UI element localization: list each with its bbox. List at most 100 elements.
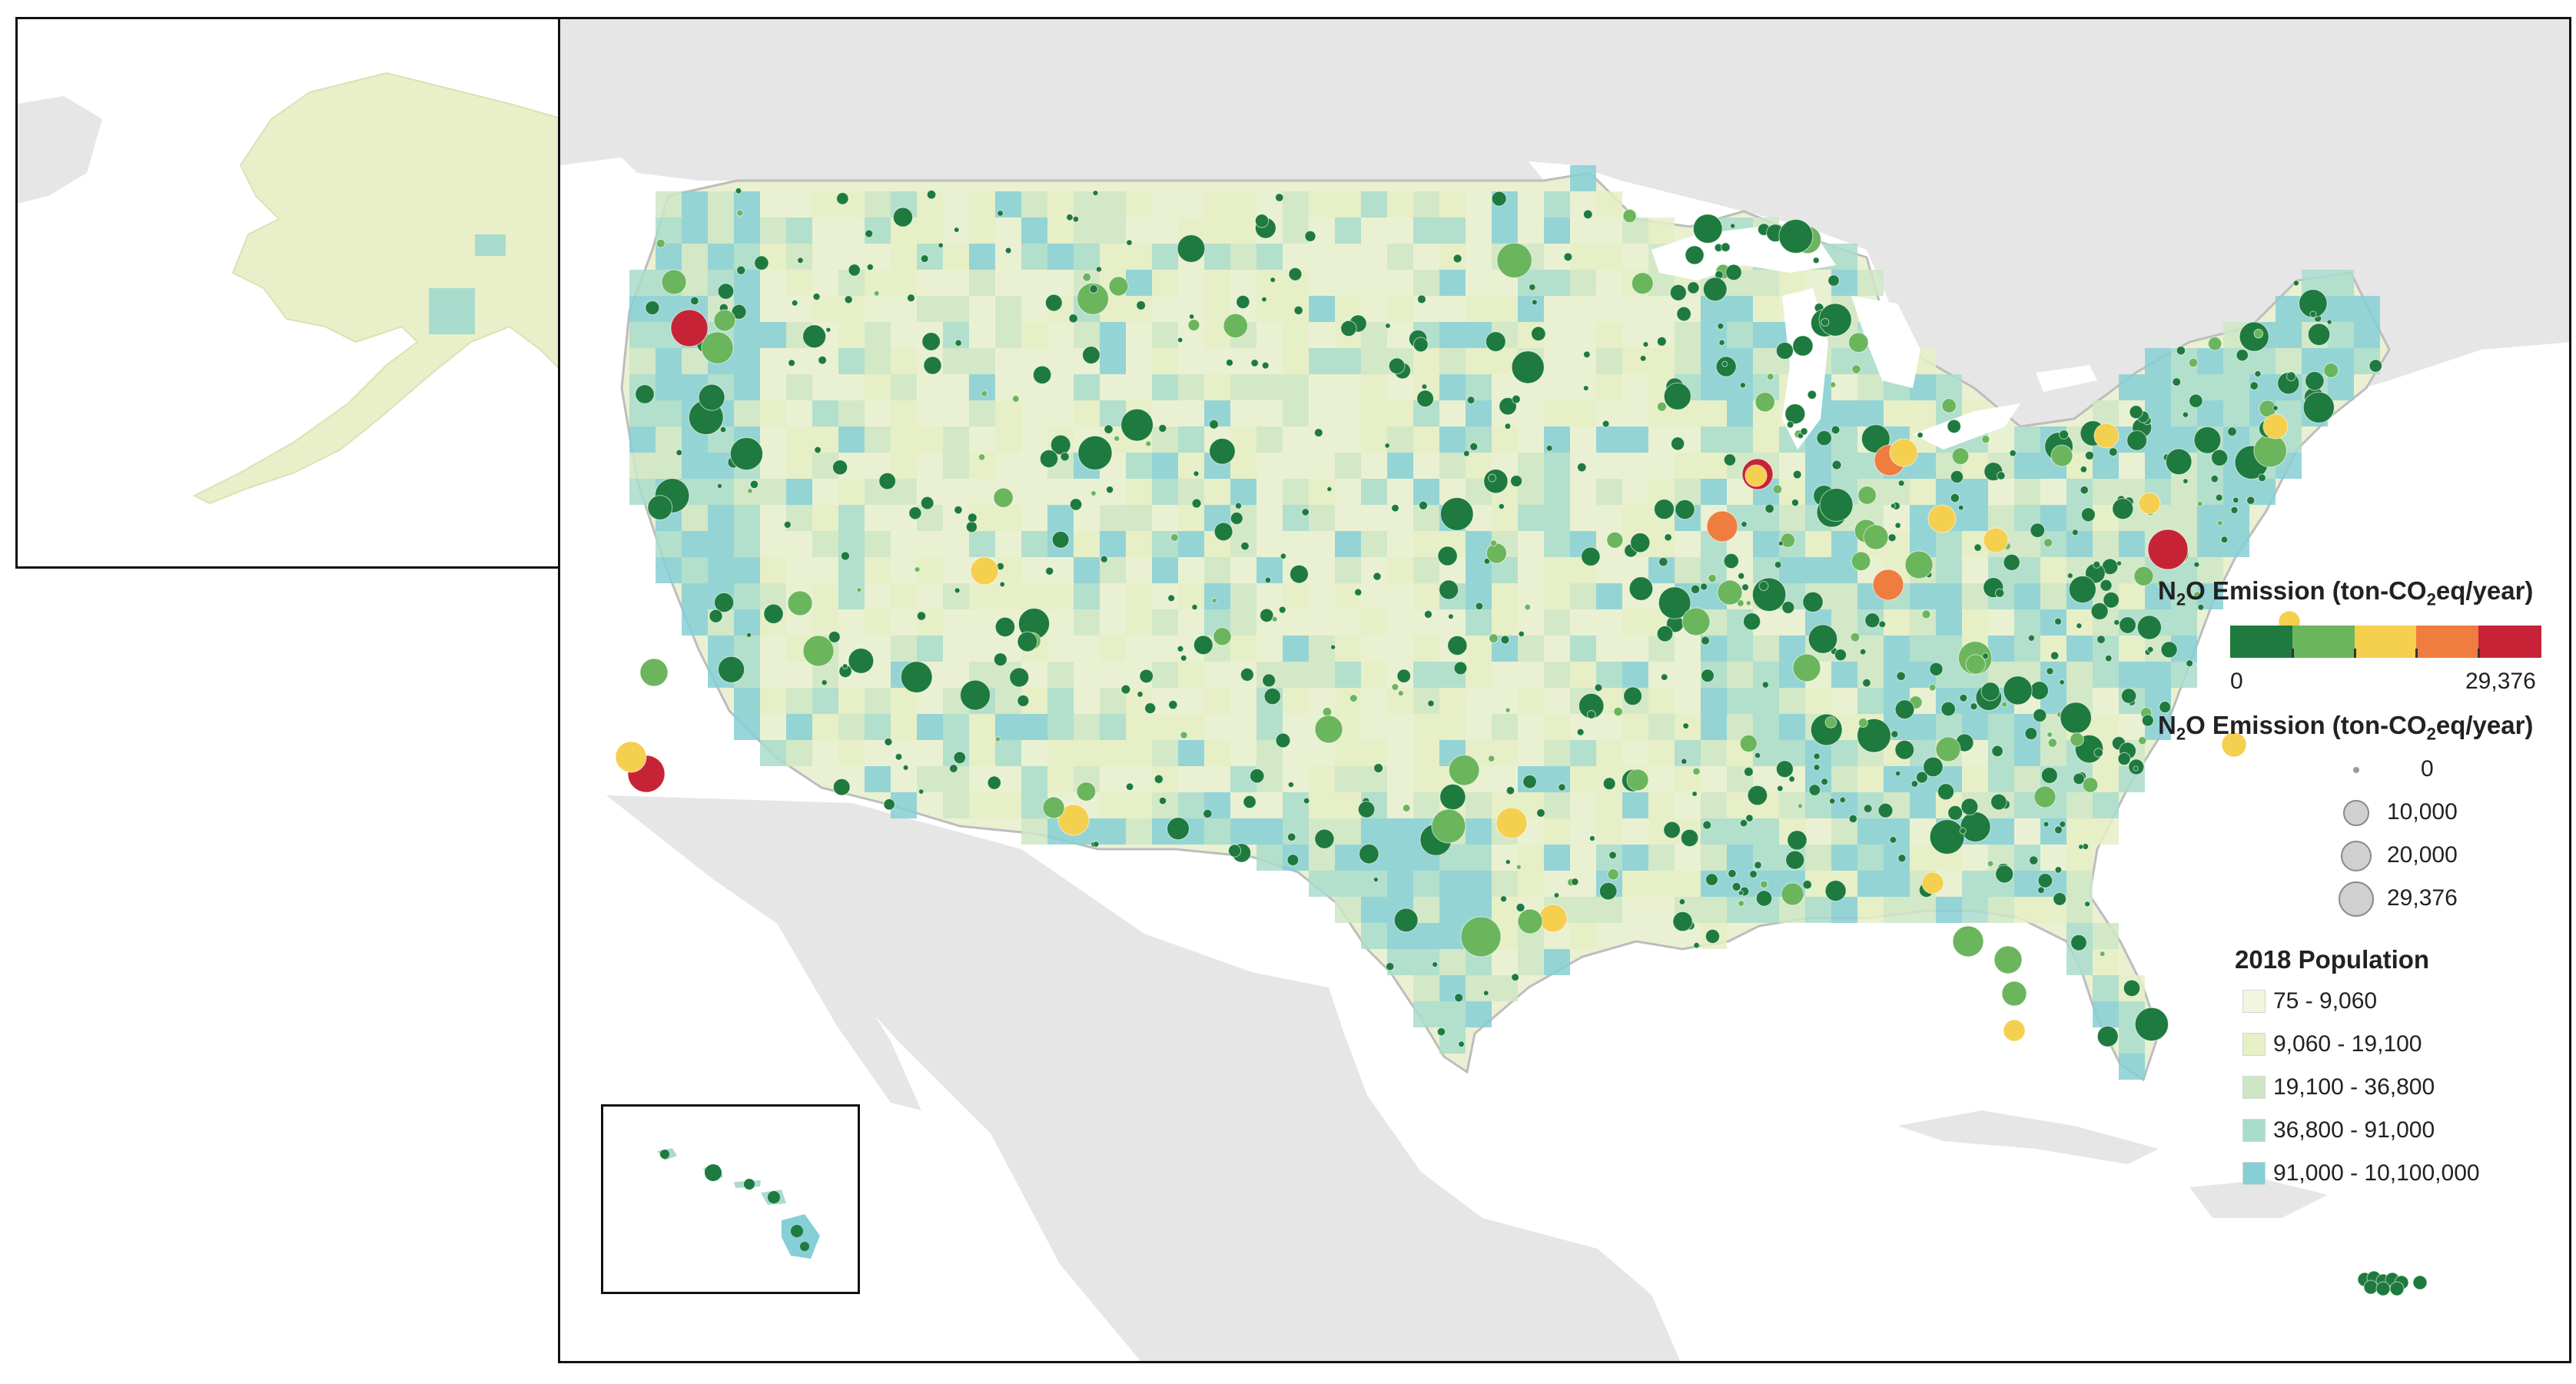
emission-bubble[interactable] [918, 788, 925, 795]
emission-bubble[interactable] [1766, 373, 1774, 381]
emission-bubble[interactable] [1104, 424, 1114, 434]
emission-bubble[interactable] [1524, 603, 1532, 611]
emission-bubble[interactable] [1680, 828, 1699, 848]
emission-bubble[interactable] [1314, 715, 1343, 744]
emission-bubble[interactable] [1775, 341, 1794, 360]
emission-bubble[interactable] [2210, 474, 2219, 483]
emission-bubble[interactable] [656, 238, 666, 248]
emission-bubble[interactable] [812, 292, 821, 301]
emission-bubble[interactable] [1458, 1040, 1465, 1048]
emission-bubble[interactable] [1563, 252, 1573, 262]
emission-bubble[interactable] [1745, 814, 1754, 822]
emission-bubble[interactable] [967, 513, 978, 523]
emission-bubble[interactable] [1622, 208, 1637, 224]
emission-bubble[interactable] [1373, 876, 1379, 883]
emission-bubble[interactable] [1857, 718, 1891, 753]
emission-bubble[interactable] [1692, 214, 1723, 244]
emission-bubble[interactable] [1990, 793, 2007, 811]
emission-bubble[interactable] [645, 300, 660, 316]
emission-bubble[interactable] [1738, 900, 1745, 908]
emission-bubble[interactable] [1069, 498, 1083, 511]
emission-bubble[interactable] [1234, 502, 1243, 509]
emission-bubble[interactable] [1736, 599, 1744, 607]
emission-bubble[interactable] [2003, 1019, 2026, 1042]
emission-bubble[interactable] [1437, 546, 1458, 566]
emission-bubble[interactable] [1531, 299, 1538, 306]
emission-bubble[interactable] [2146, 646, 2154, 653]
emission-bubble[interactable] [1439, 579, 1459, 600]
emission-bubble[interactable] [1386, 962, 1395, 971]
emission-bubble[interactable] [2305, 371, 2325, 391]
emission-bubble[interactable] [1254, 214, 1270, 228]
emission-bubble[interactable] [1778, 218, 1814, 254]
emission-bubble[interactable] [2073, 772, 2085, 785]
emission-bubble[interactable] [1017, 695, 1030, 707]
emission-bubble[interactable] [1303, 797, 1310, 805]
emission-bubble[interactable] [1828, 798, 1836, 805]
emission-bubble[interactable] [2027, 634, 2035, 642]
emission-bubble[interactable] [1808, 784, 1821, 796]
emission-bubble[interactable] [2033, 708, 2047, 723]
emission-bubble[interactable] [1775, 760, 1794, 778]
emission-bubble[interactable] [2060, 702, 2092, 734]
emission-bubble[interactable] [1586, 710, 1596, 719]
emission-bubble[interactable] [1009, 667, 1030, 688]
emission-bubble[interactable] [1397, 690, 1404, 697]
emission-bubble[interactable] [1271, 616, 1278, 622]
emission-bubble[interactable] [1057, 804, 1090, 836]
emission-bubble[interactable] [1935, 736, 1961, 762]
emission-bubble[interactable] [1700, 582, 1708, 591]
emission-bubble[interactable] [1960, 811, 1991, 843]
emission-bubble[interactable] [1717, 322, 1725, 330]
emission-bubble[interactable] [1213, 522, 1233, 542]
emission-bubble[interactable] [1288, 267, 1303, 281]
emission-bubble[interactable] [1177, 337, 1183, 344]
emission-bubble[interactable] [2207, 337, 2222, 351]
emission-bubble[interactable] [1781, 882, 1804, 906]
emission-bubble[interactable] [2050, 651, 2060, 660]
emission-bubble[interactable] [2003, 553, 2020, 571]
emission-bubble[interactable] [866, 263, 874, 271]
emission-bubble[interactable] [1894, 522, 1901, 529]
emission-bubble[interactable] [2232, 496, 2239, 504]
emission-bubble[interactable] [2059, 430, 2069, 440]
emission-bubble[interactable] [1910, 780, 1919, 788]
emission-bubble[interactable] [783, 520, 792, 529]
emission-bubble[interactable] [1489, 633, 1499, 644]
emission-bubble[interactable] [1792, 470, 1802, 480]
emission-bubble[interactable] [2054, 825, 2063, 835]
emission-bubble[interactable] [2197, 603, 2205, 611]
emission-bubble[interactable] [2050, 444, 2073, 467]
emission-bubble[interactable] [2104, 654, 2113, 662]
emission-bubble[interactable] [1749, 870, 1758, 878]
emission-bubble[interactable] [1824, 880, 1847, 902]
emission-bubble[interactable] [1039, 449, 1059, 469]
emission-bubble[interactable] [1240, 667, 1254, 682]
emission-bubble[interactable] [1800, 427, 1808, 436]
emission-bubble[interactable] [1728, 868, 1737, 878]
emission-bubble[interactable] [1890, 503, 1897, 509]
emission-bubble[interactable] [1681, 758, 1688, 765]
emission-bubble[interactable] [1904, 550, 1934, 579]
emission-bubble[interactable] [978, 453, 986, 461]
emission-bubble[interactable] [994, 736, 1001, 742]
emission-bubble[interactable] [1421, 383, 1428, 390]
emission-bubble[interactable] [1536, 808, 1545, 818]
emission-bubble[interactable] [1373, 763, 1384, 773]
emission-bubble[interactable] [1959, 693, 1968, 702]
emission-bubble[interactable] [1439, 497, 1474, 531]
emission-bubble[interactable] [865, 229, 874, 238]
emission-bubble[interactable] [1500, 635, 1510, 645]
emission-bubble[interactable] [2186, 659, 2194, 668]
emission-bubble[interactable] [1792, 653, 1821, 682]
emission-bubble[interactable] [2138, 492, 2161, 515]
emission-bubble[interactable] [2309, 310, 2317, 318]
emission-bubble[interactable] [1158, 423, 1167, 433]
emission-bubble[interactable] [2082, 777, 2099, 793]
emission-bubble[interactable] [1729, 223, 1736, 229]
emission-bubble[interactable] [716, 483, 723, 489]
emission-bubble[interactable] [1522, 774, 1537, 789]
emission-bubble[interactable] [661, 269, 687, 295]
emission-bubble[interactable] [1851, 364, 1861, 374]
emission-bubble[interactable] [1772, 484, 1783, 495]
